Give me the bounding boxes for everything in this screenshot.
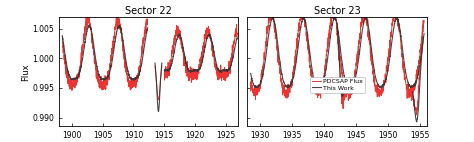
This Work [323, 70, 328, 72]
This Work [339, 58, 345, 60]
Y-axis label: Flux: Flux [21, 63, 30, 81]
This Work [378, 87, 384, 89]
This Work [420, 36, 426, 38]
This Work [342, 78, 348, 80]
Line: PDCSAP Flux: PDCSAP Flux [251, 4, 423, 100]
PDCSAP Flux [342, 91, 348, 93]
PDCSAP Flux [271, 16, 276, 18]
PDCSAP Flux [248, 81, 254, 83]
This Work [277, 59, 283, 61]
This Work [271, 18, 276, 20]
This Work [306, 44, 312, 46]
Title: Sector 23: Sector 23 [314, 6, 360, 16]
PDCSAP Flux [277, 70, 283, 72]
PDCSAP Flux [346, 100, 351, 101]
Title: Sector 22: Sector 22 [126, 6, 172, 16]
This Work [248, 73, 254, 74]
PDCSAP Flux [306, 50, 312, 52]
PDCSAP Flux [323, 63, 328, 65]
Legend: PDCSAP Flux, This Work: PDCSAP Flux, This Work [310, 77, 365, 93]
PDCSAP Flux [420, 27, 426, 29]
PDCSAP Flux [270, 3, 275, 5]
Line: This Work: This Work [251, 18, 423, 88]
PDCSAP Flux [339, 73, 345, 74]
This Work [332, 17, 337, 18]
